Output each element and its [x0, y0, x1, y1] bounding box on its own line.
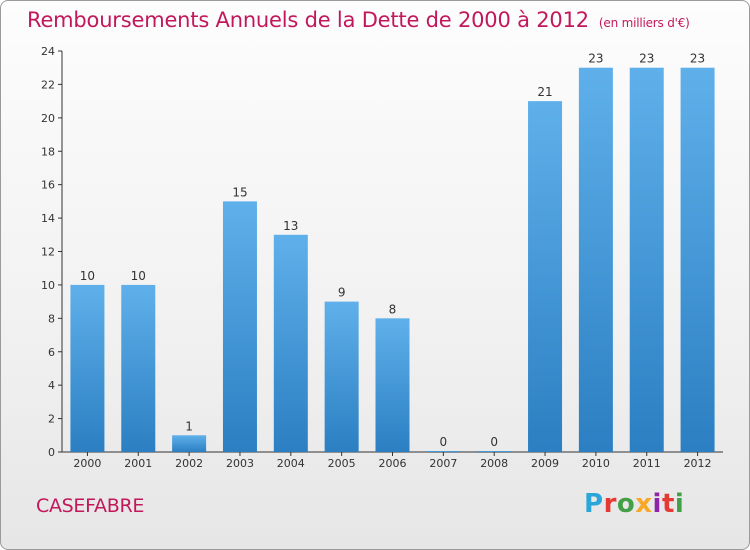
- logo-letter: t: [661, 489, 675, 519]
- x-tick-label-2011: 2011: [633, 457, 661, 470]
- data-label-2011: 23: [639, 52, 654, 66]
- logo-letter: x: [635, 489, 653, 519]
- x-tick-label-2005: 2005: [328, 457, 356, 470]
- x-tick-label-2000: 2000: [73, 457, 101, 470]
- x-tick-label-2001: 2001: [124, 457, 152, 470]
- data-label-2008: 0: [490, 435, 498, 449]
- data-label-2006: 8: [389, 302, 397, 316]
- logo-letter: r: [603, 489, 617, 519]
- chart-title-text: Remboursements Annuels de la Dette de 20…: [27, 8, 589, 32]
- x-tick-label-2003: 2003: [226, 457, 254, 470]
- bar-2005: [324, 301, 359, 452]
- data-label-2007: 0: [440, 435, 448, 449]
- y-tick-label: 8: [48, 312, 55, 325]
- y-tick-label: 24: [41, 45, 55, 58]
- chart-title: Remboursements Annuels de la Dette de 20…: [27, 8, 690, 32]
- y-tick-label: 22: [41, 78, 55, 91]
- chart-unit: (en milliers d'€): [598, 16, 690, 30]
- x-tick-label-2009: 2009: [531, 457, 559, 470]
- x-tick-label-2008: 2008: [480, 457, 508, 470]
- bar-2002: [172, 435, 207, 452]
- data-label-2003: 15: [232, 185, 247, 199]
- bar-2001: [121, 284, 156, 452]
- bar-2000: [70, 284, 105, 452]
- x-tick-label-2010: 2010: [582, 457, 610, 470]
- x-tick-label-2007: 2007: [429, 457, 457, 470]
- y-tick-label: 20: [41, 112, 55, 125]
- bar-2004: [273, 234, 308, 452]
- x-tick-label-2004: 2004: [277, 457, 305, 470]
- x-tick-label-2006: 2006: [379, 457, 407, 470]
- data-label-2012: 23: [690, 52, 705, 66]
- bar-2009: [528, 101, 563, 452]
- bar-2011: [629, 67, 664, 452]
- bar-2010: [578, 67, 613, 452]
- x-tick-label-2002: 2002: [175, 457, 203, 470]
- y-tick-label: 14: [41, 212, 55, 225]
- x-tick-label-2012: 2012: [684, 457, 712, 470]
- data-label-2004: 13: [283, 219, 298, 233]
- data-label-2000: 10: [80, 269, 95, 283]
- bar-2006: [375, 318, 410, 452]
- proxiti-logo: Proxiti: [584, 489, 684, 519]
- y-tick-label: 16: [41, 179, 55, 192]
- bar-2003: [222, 201, 257, 452]
- bar-2012: [680, 67, 715, 452]
- y-tick-label: 10: [41, 279, 55, 292]
- logo-letter: i: [652, 489, 662, 519]
- y-tick-label: 0: [48, 446, 55, 459]
- data-label-2002: 1: [185, 419, 193, 433]
- data-label-2005: 9: [338, 286, 346, 300]
- y-tick-label: 4: [48, 379, 55, 392]
- bar-2007: [426, 451, 461, 452]
- commune-name: CASEFABRE: [36, 495, 145, 517]
- bar-2008: [477, 451, 512, 452]
- data-label-2009: 21: [537, 85, 552, 99]
- y-tick-label: 6: [48, 346, 55, 359]
- logo-letter: o: [616, 489, 636, 519]
- logo-letter: P: [584, 489, 604, 519]
- data-label-2001: 10: [131, 269, 146, 283]
- data-label-2010: 23: [588, 52, 603, 66]
- y-tick-label: 18: [41, 145, 55, 158]
- chart-bars: 10 10 1 15 13 9 8 0 0 21 23 23 23: [70, 52, 715, 452]
- y-tick-label: 12: [41, 246, 55, 259]
- logo-letter: i: [674, 489, 685, 519]
- y-tick-label: 2: [48, 413, 55, 426]
